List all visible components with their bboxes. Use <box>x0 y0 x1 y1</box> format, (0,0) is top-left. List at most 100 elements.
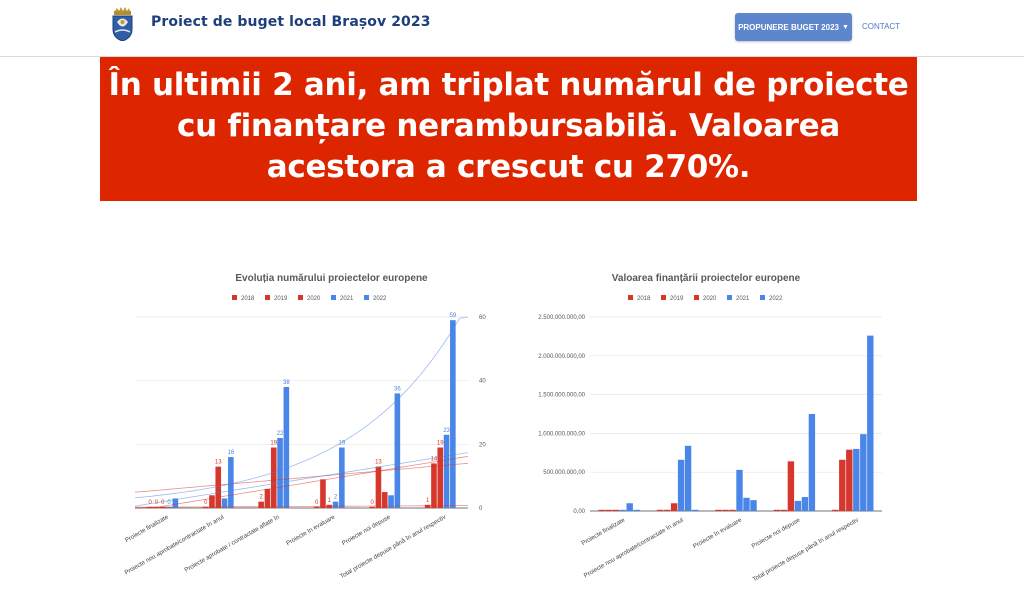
y-tick-label: 1.000.000.000,00 <box>538 431 585 437</box>
data-label-2020-2: 19 <box>270 441 277 447</box>
legend-swatch-2022 <box>364 295 369 300</box>
bar-2018-1 <box>202 506 209 508</box>
legend-label-2019: 2019 <box>670 296 684 302</box>
bar-2019-2 <box>722 509 729 511</box>
budget-proposal-label: PROPUNERE BUGET 2023 <box>738 22 839 32</box>
legend-swatch-2022 <box>760 295 765 300</box>
category-label-5: Total proiecte depuse până în anul respe… <box>339 513 448 580</box>
legend-swatch-2019 <box>661 295 666 300</box>
data-label-2020-0: 0 <box>161 500 165 506</box>
bar-2019-4 <box>375 466 382 508</box>
bar-2019-1 <box>663 509 671 511</box>
bar-2018-0 <box>598 509 605 511</box>
data-label-2018-4: 0 <box>370 500 374 506</box>
category-label-3: Proiecte noi depuse <box>751 516 802 550</box>
bar-2022-3 <box>339 447 345 508</box>
bar-2019-2 <box>264 488 271 508</box>
data-label-2019-5: 14 <box>431 456 438 462</box>
funding-value-chart-svg: Valoarea finanțării proiectelor europene… <box>538 273 882 583</box>
legend-label-2018: 2018 <box>241 296 255 302</box>
legend-swatch-2018 <box>628 295 633 300</box>
bar-2021-3 <box>794 500 802 511</box>
data-label-2021-0: 0 <box>167 500 171 506</box>
y-tick-label: 0,00 <box>573 509 585 515</box>
category-label-3: Proiecte în evaluare <box>285 513 337 547</box>
bar-2022-1 <box>228 457 234 508</box>
chart-title: Evoluția numărului proiectelor europene <box>235 273 428 284</box>
legend-swatch-2019 <box>265 295 270 300</box>
legend-label-2022: 2022 <box>373 296 387 302</box>
top-navbar: Proiect de buget local Brașov 2023 PROPU… <box>0 0 1024 57</box>
y-tick-label: 500.000.000,00 <box>543 470 585 476</box>
banner-headline: În ultimii 2 ani, am triplat numărul de … <box>108 66 909 185</box>
y-tick-label: 40 <box>479 379 486 385</box>
data-label-2018-2: 2 <box>259 495 263 501</box>
bar-2021-2 <box>277 437 283 508</box>
data-label-2021-3: 2 <box>334 495 338 501</box>
projects-count-chart-svg: Evoluția numărului proiectelor europene 2… <box>123 273 486 580</box>
bar-2021-5 <box>443 434 450 508</box>
contact-link[interactable]: CONTACT <box>862 22 901 31</box>
legend-label-2019: 2019 <box>274 296 288 302</box>
data-label-2021-5: 23 <box>443 428 450 434</box>
bar-2022b-4 <box>867 335 874 511</box>
data-label-2022-4: 36 <box>394 386 401 392</box>
bar-2022-4 <box>860 434 867 511</box>
legend-label-2021: 2021 <box>340 296 354 302</box>
projects-count-chart: Evoluția numărului proiectelor europene 2… <box>100 262 520 592</box>
bar-2018-4 <box>832 509 839 511</box>
site-title[interactable]: Proiect de buget local Brașov 2023 <box>151 14 431 30</box>
bar-2021-0 <box>619 509 626 511</box>
bar-2021-1 <box>221 498 228 508</box>
y-tick-label: 2.000.000.000,00 <box>538 354 585 360</box>
bar-2018-2 <box>715 509 722 511</box>
budget-proposal-dropdown-button[interactable]: PROPUNERE BUGET 2023 ▼ <box>735 13 852 41</box>
data-label-2022-1: 16 <box>228 450 235 456</box>
bar-2020-2 <box>729 509 736 511</box>
bar-2020-4 <box>381 492 388 508</box>
legend-swatch-2021 <box>727 295 732 300</box>
bar-2019-5 <box>431 463 437 508</box>
category-label-1: Proiecte nou aprobate/contractate în anu… <box>583 517 685 580</box>
bar-2021-1 <box>677 459 685 511</box>
bar-2018-2 <box>258 501 264 508</box>
trendline-2019 <box>135 455 469 509</box>
data-label-2022-2: 38 <box>283 380 290 386</box>
bar-2018-5 <box>424 504 431 508</box>
trendline-2021 <box>134 452 469 507</box>
bar-2018-3 <box>773 509 781 511</box>
data-label-2020-1: 13 <box>215 460 222 466</box>
legend-label-2018: 2018 <box>637 296 651 302</box>
category-label-2: Proiecte aprobate / contractate aflate î… <box>183 513 281 574</box>
bar-2022b-1 <box>691 509 699 511</box>
funding-value-chart: Valoarea finanțării proiectelor europene… <box>510 262 920 592</box>
trendline-2018 <box>135 505 468 508</box>
chevron-down-icon: ▼ <box>841 23 849 31</box>
bar-2020-0 <box>612 509 619 511</box>
bar-2020-1 <box>670 503 678 511</box>
category-label-0: Proiecte finalizate <box>124 513 170 544</box>
bar-2021-2 <box>736 469 743 511</box>
data-label-2022-5: 59 <box>450 313 457 319</box>
bar-2021-4 <box>388 495 394 508</box>
bar-2022-2 <box>283 387 290 508</box>
bar-2020-1 <box>215 466 222 508</box>
data-label-2018-5: 1 <box>426 498 430 504</box>
bar-2018-3 <box>313 506 320 508</box>
bar-2020-4 <box>846 449 853 511</box>
bar-2022b-0 <box>633 509 640 511</box>
category-label-0: Proiecte finalizate <box>580 516 626 547</box>
brasov-coat-of-arms-logo[interactable] <box>111 7 134 41</box>
y-tick-label: 60 <box>479 315 486 321</box>
category-label-4: Proiecte noi depuse <box>341 513 392 547</box>
bar-2018-1 <box>656 509 664 511</box>
bar-2022-5 <box>450 320 456 508</box>
legend-swatch-2020 <box>694 295 699 300</box>
bar-2021-3 <box>332 501 339 508</box>
trendline-2020 <box>134 462 469 493</box>
category-label-1: Proiecte nou aprobate/contractate în anu… <box>123 514 225 577</box>
bar-2019-3 <box>320 479 326 508</box>
headline-banner: În ultimii 2 ani, am triplat numărul de … <box>100 57 917 201</box>
bar-2022-1 <box>684 445 692 511</box>
chart-title: Valoarea finanțării proiectelor europene <box>612 273 801 284</box>
